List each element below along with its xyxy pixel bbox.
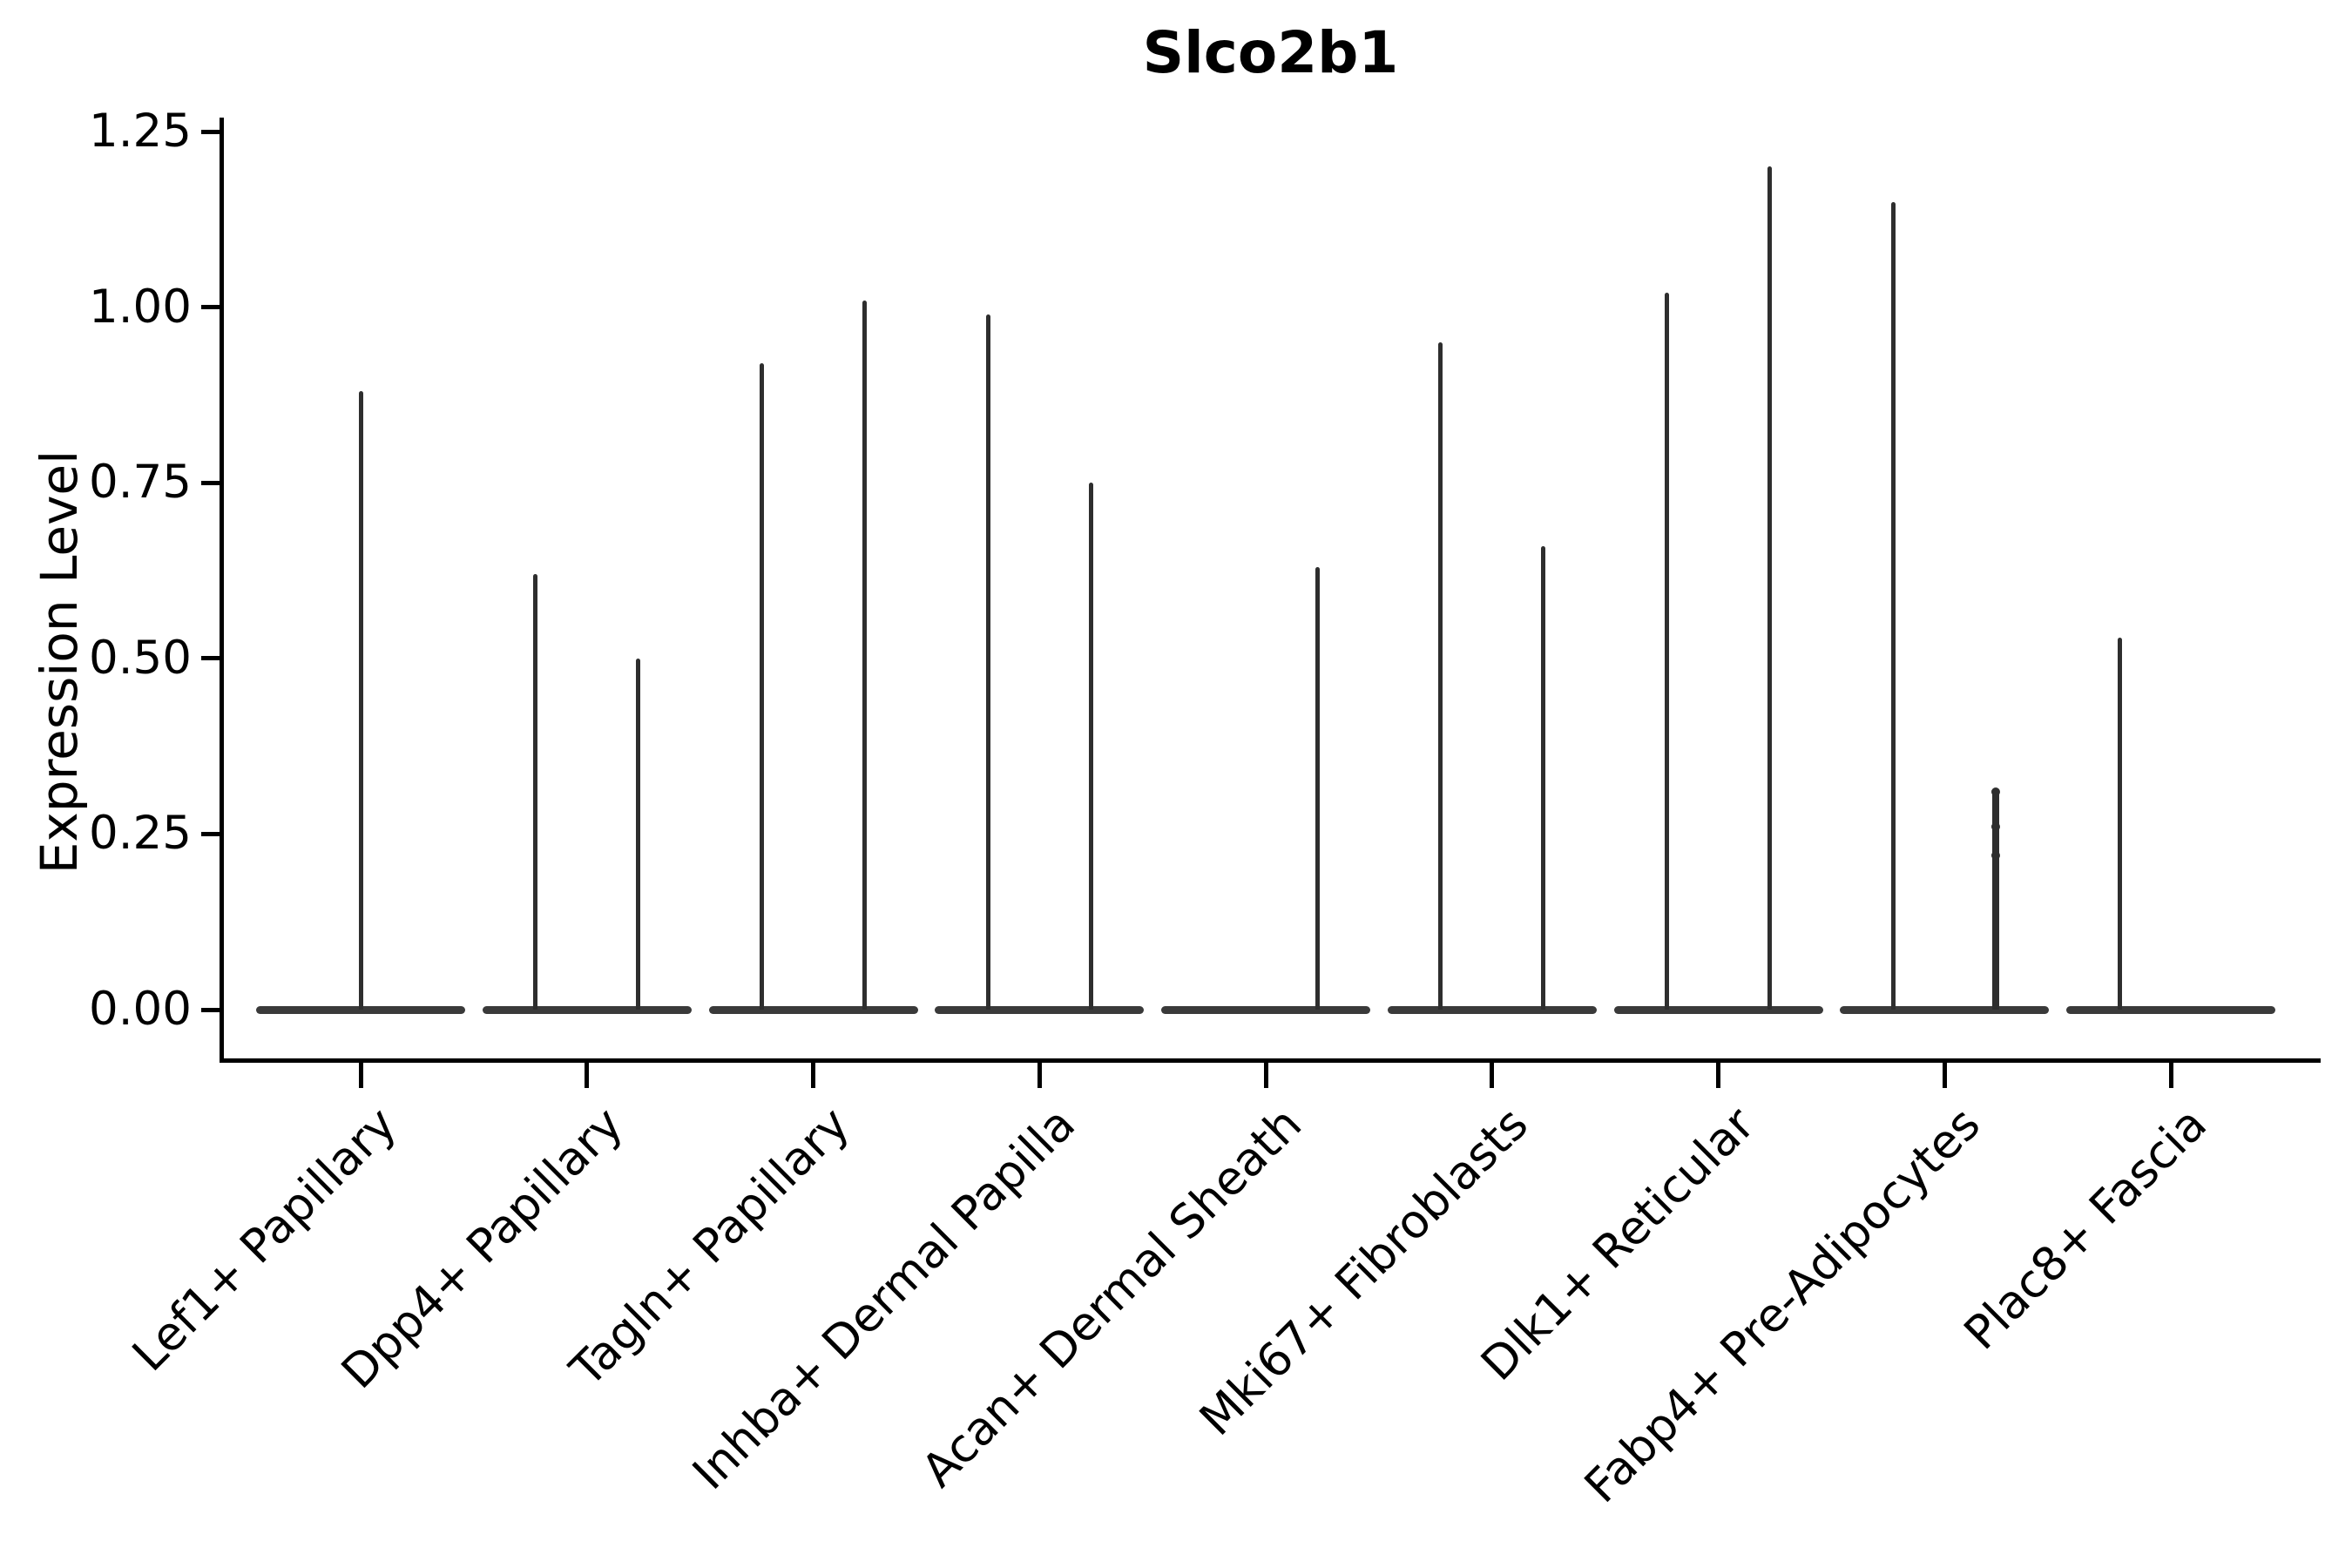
violin-jitter-point [1991, 850, 2001, 860]
violin-spike [533, 574, 538, 1010]
violin-spike [1890, 201, 1896, 1010]
y-tick [201, 129, 220, 134]
violin-base [2066, 1005, 2275, 1014]
violin-spike [760, 363, 764, 1010]
y-tick-label: 1.00 [88, 280, 192, 334]
violin-spike [2117, 637, 2122, 1010]
y-tick-label: 0.50 [88, 631, 192, 685]
violin-spike [636, 658, 641, 1010]
y-tick [201, 656, 220, 661]
x-tick [358, 1062, 363, 1088]
y-tick-label: 0.25 [88, 807, 192, 861]
violin-spike [1767, 166, 1772, 1010]
x-tick-label: Inhba+ Dermal Papilla [683, 1097, 1086, 1500]
violin-spike [1992, 792, 2000, 1010]
violin-spike [1541, 545, 1546, 1010]
y-tick [201, 305, 220, 310]
x-tick [1037, 1062, 1042, 1088]
x-tick-label: Dlk1+ Reticular [1470, 1097, 1765, 1391]
x-tick-label: Tagln+ Papillary [559, 1097, 860, 1397]
x-tick [1716, 1062, 1720, 1088]
y-tick [201, 831, 220, 836]
x-tick-label: Lef1+ Papillary [122, 1097, 408, 1382]
violin-spike [1315, 566, 1320, 1010]
violin-spike [1665, 293, 1669, 1010]
x-tick [585, 1062, 590, 1088]
y-axis-spine [220, 118, 224, 1061]
y-tick-label: 0.75 [88, 456, 192, 510]
y-tick-label: 0.00 [88, 983, 192, 1036]
violin-base [1387, 1005, 1597, 1014]
y-tick [201, 1007, 220, 1012]
violin-jitter-point [1991, 787, 2001, 797]
x-tick [1942, 1062, 1947, 1088]
x-tick-label: Mki67+ Fibroblasts [1189, 1097, 1538, 1446]
violin-spike [358, 391, 363, 1010]
violin-base [708, 1005, 918, 1014]
x-tick-label: Fabp4+ Pre-Adipocytes [1575, 1097, 1991, 1514]
x-tick-label: Plac8+ Fascia [1954, 1097, 2218, 1361]
x-tick [2168, 1062, 2173, 1088]
y-tick [201, 480, 220, 485]
y-tick-label: 1.25 [88, 105, 192, 158]
chart-title: Slco2b1 [1142, 19, 1399, 86]
violin-base [935, 1005, 1145, 1014]
violin-jitter-point [1991, 822, 2001, 832]
violin-base [1161, 1005, 1370, 1014]
x-tick-label: Acan+ Dermal Sheath [911, 1097, 1313, 1498]
violin-spike [1438, 341, 1443, 1010]
x-tick-label: Dpp4+ Papillary [331, 1097, 633, 1400]
violin-base [256, 1005, 465, 1014]
violin-base [1613, 1005, 1823, 1014]
violin-base [1840, 1005, 2050, 1014]
violin-spike [985, 314, 990, 1010]
violin-base [482, 1005, 692, 1014]
x-tick [811, 1062, 815, 1088]
violin-spike [862, 300, 867, 1010]
x-axis-spine [220, 1058, 2321, 1063]
x-tick [1263, 1062, 1268, 1088]
violin-spike [1088, 483, 1093, 1010]
x-tick [1490, 1062, 1495, 1088]
